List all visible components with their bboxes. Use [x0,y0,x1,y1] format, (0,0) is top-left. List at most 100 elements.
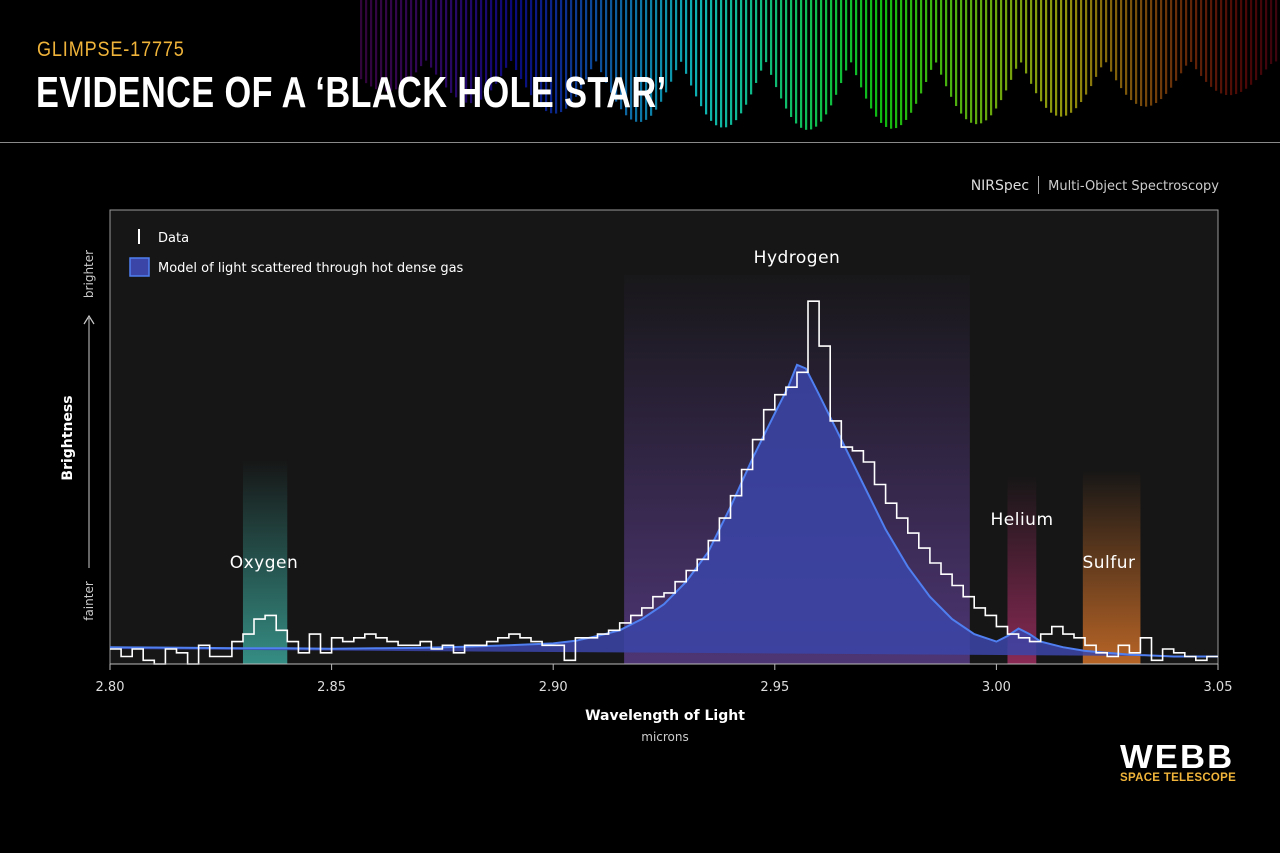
x-tick-label: 2.90 [539,680,568,695]
spectrum-stripe [1185,0,1188,66]
spectrum-stripe [915,0,918,104]
logo-wordmark: WEBB [1120,738,1235,775]
spectrum-stripe [520,0,523,79]
spectrum-stripe [1035,0,1038,94]
spectrum-stripe [450,0,453,93]
spectrum-stripe [1025,0,1028,74]
spectrum-stripe [425,0,428,61]
spectrum-stripe [1000,0,1003,101]
webb-logo: WEBB SPACE TELESCOPE [1120,739,1248,785]
spectrum-stripe [1270,0,1273,64]
spectrum-stripe [365,0,368,84]
spectrum-stripe [985,0,988,121]
spectrum-stripe [530,0,533,96]
spectrum-stripe [1095,0,1098,77]
spectrum-stripe [370,0,373,87]
spectrum-stripe [740,0,743,114]
spectrum-stripe [445,0,448,88]
spectrum-stripe [1220,0,1223,94]
x-axis-title: Wavelength of Light [585,708,745,724]
spectrum-stripe [1265,0,1268,70]
spectrum-stripe [885,0,888,127]
page-title: EVIDENCE OF A ‘BLACK HOLE STAR’ [36,68,667,117]
spectrum-stripe [1040,0,1043,102]
spectrum-stripe [1120,0,1123,89]
spectrum-stripe [725,0,728,128]
spectrum-stripe [380,0,383,91]
spectrum-stripe [825,0,828,115]
object-id: GLIMPSE-17775 [37,38,185,61]
spectrum-stripe [1160,0,1163,100]
spectrum-stripe [505,0,508,68]
spectrum-stripe [1165,0,1168,94]
spectrum-stripe [815,0,818,127]
spectrum-stripe [960,0,963,114]
spectrum-stripe [955,0,958,107]
spectrum-stripe [1055,0,1058,116]
spectrum-stripe [575,0,578,97]
spectrum-stripe [1020,0,1023,63]
x-tick-label: 2.80 [96,680,125,695]
spectrum-stripe [1205,0,1208,82]
header-banner [0,0,1280,143]
spectrum-stripe [540,0,543,108]
spectrum-stripe [845,0,848,71]
spectrum-stripe [560,0,563,113]
label-sulfur: Sulfur [1082,553,1135,573]
spectrum-stripe [640,0,643,122]
x-tick-label: 2.95 [760,680,789,695]
label-hydrogen: Hydrogen [754,248,841,268]
y-axis-low-label: fainter [82,581,96,621]
data-line [110,300,1218,665]
spectrum-stripe [900,0,903,126]
y-axis-arrow-head-icon [83,314,95,325]
spectrum-stripe [1170,0,1173,88]
spectrum-stripe [1200,0,1203,76]
spectrum-stripe [615,0,618,102]
spectrum-stripe [600,0,603,73]
spectrum-stripe [400,0,403,87]
spectrum-stripe [420,0,423,67]
y-axis-title: Brightness [60,395,76,480]
spectrum-stripe [1015,0,1018,69]
spectrum-stripe [390,0,393,91]
spectrum-stripe [455,0,458,98]
spectrum-stripe [970,0,973,123]
y-axis-high-label: brighter [82,250,96,298]
spectrum-stripe [840,0,843,84]
spectrum-stripe [490,0,493,91]
spectrum-stripe [1115,0,1118,81]
spectrum-stripe [460,0,463,101]
spectrum-stripe [695,0,698,97]
spectrum-stripe [780,0,783,99]
spectrum-stripe [1125,0,1128,95]
spectrum-stripe [820,0,823,122]
spectrum-stripe [850,0,853,63]
spectrum-stripe [760,0,763,71]
spectrum-stripe [555,0,558,114]
spectrum-stripe [545,0,548,112]
instrument-separator [1038,176,1040,194]
spectrum-stripe [720,0,723,128]
spectrum-stripe [835,0,838,95]
spectrum-stripe [655,0,658,110]
spectrum-stripe [1030,0,1033,84]
legend-model-swatch [129,257,150,277]
spectrum-stripe [1075,0,1078,109]
spectrum-stripe [675,0,678,71]
legend-model-label: Model of light scattered through hot den… [158,261,464,276]
spectrum-stripe [1215,0,1218,91]
spectrum-stripe [1175,0,1178,81]
spectrum-stripe [975,0,978,125]
spectrum-stripe [385,0,388,92]
spectrum-stripe [1190,0,1193,62]
spectrum-stripe [510,0,513,61]
x-tick-label: 3.05 [1204,680,1233,695]
spectrum-stripe [430,0,433,68]
spectrum-stripe [950,0,953,97]
spectrum-stripe [595,0,598,62]
spectrum-stripe [775,0,778,88]
spectrum-stripe [665,0,668,93]
spectrum-stripe [925,0,928,82]
